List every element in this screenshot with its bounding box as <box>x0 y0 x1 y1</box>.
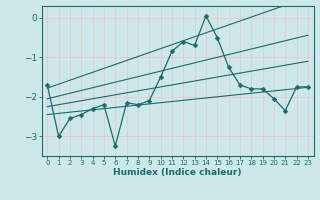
X-axis label: Humidex (Indice chaleur): Humidex (Indice chaleur) <box>113 168 242 177</box>
